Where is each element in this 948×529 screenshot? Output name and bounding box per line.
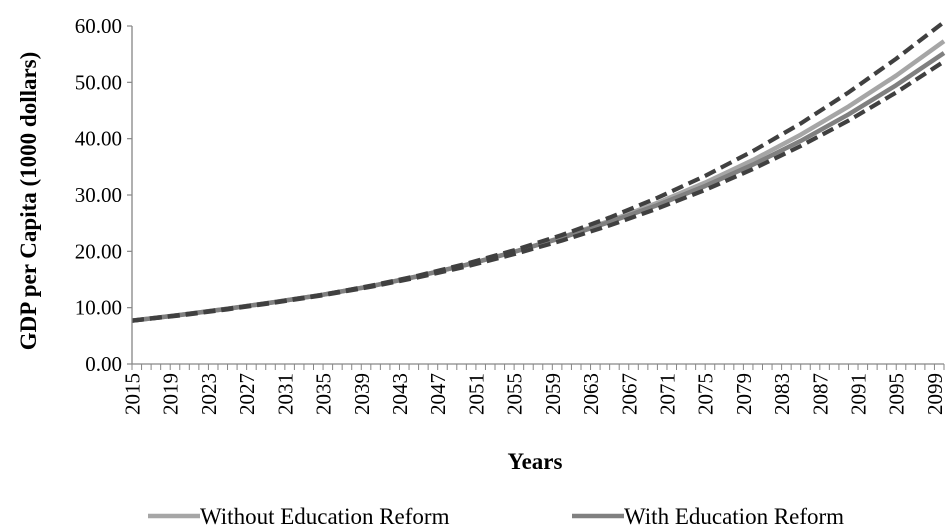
legend: Without Education Reform With Education R… [148,504,844,529]
series-line-4 [132,59,946,323]
x-tick-label: 2075 [694,373,718,415]
x-tick-label: 2087 [808,373,832,415]
x-tick-label: 2019 [159,373,183,415]
x-tick-label: 2047 [426,373,450,415]
x-tick-label: 2043 [388,373,412,415]
x-tick-label: 2027 [235,373,259,415]
x-tick-label: 2095 [885,373,909,415]
y-tick-label: 20.00 [75,239,122,263]
x-tick-label: 2083 [770,373,794,415]
x-tick-label: 2055 [503,373,527,415]
y-tick-label: 50.00 [75,70,122,94]
legend-label-1: Without Education Reform [200,504,450,529]
x-tick-label: 2035 [312,373,336,415]
y-tick-label: 10.00 [75,296,122,320]
series-line-3 [132,21,946,323]
x-tick-label: 2015 [121,373,145,415]
x-tick-label: 2063 [579,373,603,415]
x-tick-label: 2023 [197,373,221,415]
x-tick-label: 2091 [847,373,871,415]
x-tick-label: 2099 [923,373,947,415]
y-tick-label: 0.00 [85,352,122,376]
plot-area [132,21,946,323]
x-tick-label: 2079 [732,373,756,415]
y-tick-label: 60.00 [75,14,122,38]
y-tick-label: 30.00 [75,183,122,207]
series-line-1 [132,39,946,323]
y-axis: 0.00 10.00 20.00 30.00 40.00 50.00 60.00 [75,14,133,376]
series-line-2 [132,51,946,323]
x-tick-label: 2059 [541,373,565,415]
x-axis: 2015 2019 2023 2027 2031 2035 2039 2043 2047 2051… [121,363,947,415]
x-axis-title: Years [508,449,563,474]
x-tick-label: 2039 [350,373,374,415]
x-tick-label: 2031 [273,373,297,415]
x-tick-label: 2071 [655,373,679,415]
y-axis-title: GDP per Capita (1000 dollars) [16,52,41,351]
y-tick-label: 40.00 [75,127,122,151]
x-tick-label: 2051 [464,373,488,415]
x-tick-label: 2067 [617,373,641,415]
legend-label-2: With Education Reform [624,504,844,529]
